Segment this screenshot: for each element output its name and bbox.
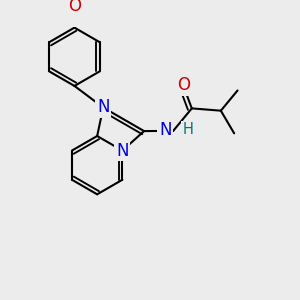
Text: N: N — [97, 98, 110, 116]
Text: O: O — [177, 76, 190, 94]
Text: O: O — [68, 0, 81, 15]
Text: N: N — [116, 142, 129, 160]
Text: H: H — [182, 122, 193, 137]
Text: N: N — [159, 121, 171, 139]
